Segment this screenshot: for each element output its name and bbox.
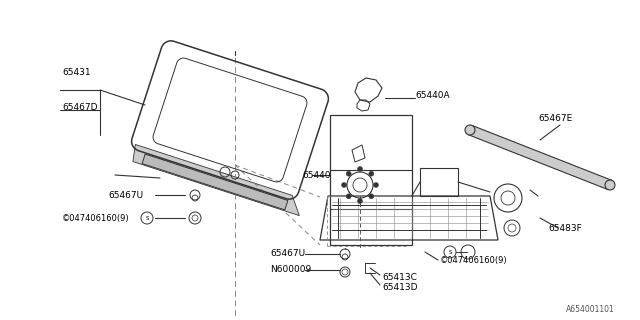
Circle shape [358,166,362,172]
Circle shape [374,182,378,188]
Text: 65413C: 65413C [382,274,417,283]
Circle shape [358,198,362,204]
Circle shape [369,171,374,176]
Text: S: S [145,215,148,220]
Circle shape [605,180,615,190]
Text: N600009: N600009 [270,266,311,275]
Text: S: S [448,250,452,254]
Text: 65467U: 65467U [270,250,305,259]
Circle shape [342,182,346,188]
Circle shape [346,194,351,199]
Circle shape [369,194,374,199]
Polygon shape [142,154,288,210]
Text: 65413D: 65413D [382,284,417,292]
Bar [330,115,412,245]
Text: 65440A: 65440A [415,91,450,100]
Text: 65467D: 65467D [62,102,97,111]
Text: ©047406160(9): ©047406160(9) [62,213,130,222]
Bar [420,168,458,196]
Text: ©047406160(9): ©047406160(9) [440,255,508,265]
Text: 65431: 65431 [62,68,91,76]
Text: 65467U: 65467U [108,190,143,199]
Text: 65467E: 65467E [538,114,572,123]
Circle shape [346,171,351,176]
Polygon shape [468,125,612,190]
Text: 65483F: 65483F [548,223,582,233]
Polygon shape [133,144,300,216]
Text: 65440: 65440 [302,171,330,180]
Circle shape [465,125,475,135]
Text: A654001101: A654001101 [566,306,615,315]
